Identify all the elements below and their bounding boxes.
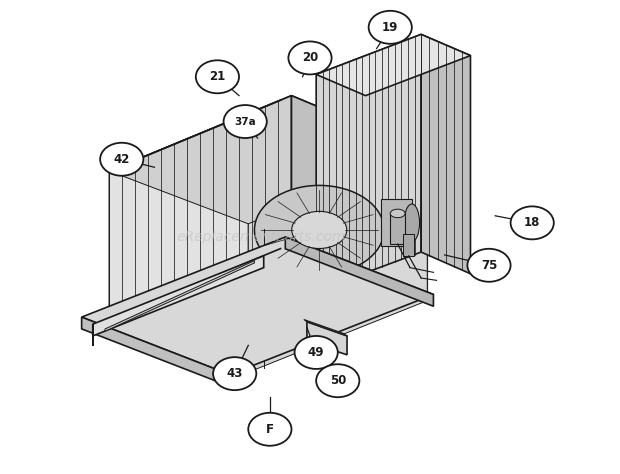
Text: 75: 75 — [480, 259, 497, 272]
Polygon shape — [291, 96, 427, 301]
Polygon shape — [403, 234, 414, 256]
Text: 21: 21 — [210, 70, 226, 83]
Ellipse shape — [254, 185, 384, 274]
Polygon shape — [82, 237, 433, 374]
Circle shape — [224, 105, 267, 138]
Circle shape — [316, 364, 360, 397]
Text: 42: 42 — [113, 153, 130, 166]
Text: F: F — [266, 423, 274, 436]
Circle shape — [294, 336, 338, 369]
Text: 19: 19 — [382, 21, 399, 34]
Circle shape — [369, 11, 412, 44]
Circle shape — [100, 143, 143, 176]
Text: 37a: 37a — [234, 117, 256, 127]
Polygon shape — [307, 322, 347, 355]
Polygon shape — [248, 152, 427, 372]
Polygon shape — [109, 96, 427, 224]
Polygon shape — [285, 237, 433, 306]
Text: 49: 49 — [308, 346, 324, 359]
Circle shape — [213, 357, 256, 390]
Polygon shape — [82, 317, 230, 386]
Polygon shape — [93, 256, 264, 336]
Circle shape — [511, 206, 554, 239]
Text: 43: 43 — [226, 367, 243, 380]
Polygon shape — [304, 319, 347, 336]
Ellipse shape — [404, 204, 420, 242]
Polygon shape — [109, 96, 291, 319]
Circle shape — [467, 249, 511, 282]
Circle shape — [288, 41, 332, 74]
Polygon shape — [109, 171, 248, 372]
Ellipse shape — [390, 209, 405, 218]
Polygon shape — [105, 261, 254, 331]
Text: 20: 20 — [302, 52, 318, 64]
Polygon shape — [421, 35, 471, 274]
Ellipse shape — [292, 211, 347, 248]
Text: 50: 50 — [330, 374, 346, 387]
Polygon shape — [384, 32, 405, 44]
Circle shape — [196, 60, 239, 93]
Circle shape — [248, 413, 291, 446]
Polygon shape — [316, 35, 421, 291]
Text: 18: 18 — [524, 216, 541, 229]
Polygon shape — [316, 35, 471, 96]
Text: eReplacementParts.com: eReplacementParts.com — [176, 230, 345, 244]
Polygon shape — [381, 199, 412, 246]
Polygon shape — [390, 213, 405, 244]
